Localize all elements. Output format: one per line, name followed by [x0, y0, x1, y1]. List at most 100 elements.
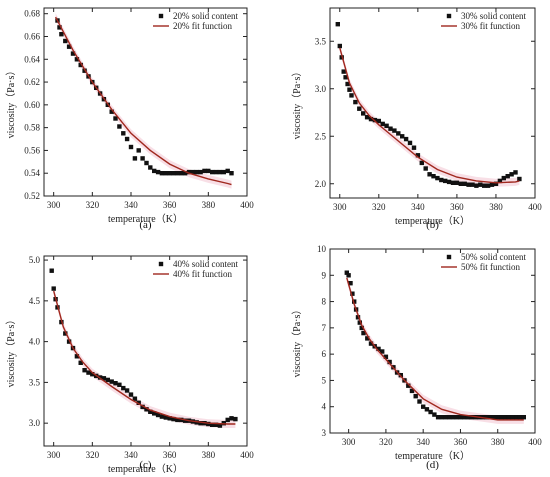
data-point [132, 156, 138, 161]
data-point [458, 181, 463, 186]
legend-square-swatch [446, 254, 452, 260]
plot-frame [329, 7, 536, 199]
data-point [213, 422, 219, 427]
data-point [506, 415, 512, 420]
data-point [465, 415, 471, 420]
data-point [136, 400, 141, 405]
data-point [152, 168, 157, 174]
data-point [117, 382, 122, 387]
y-tick-label: 0.68 [24, 9, 40, 19]
data-point [361, 330, 366, 336]
data-point [485, 183, 491, 188]
data-point [186, 169, 192, 175]
data-point [484, 415, 489, 420]
data-point [175, 417, 180, 423]
data-point [213, 169, 219, 175]
data-point [344, 270, 349, 275]
data-point [493, 181, 499, 186]
data-point [407, 140, 413, 146]
data-point [152, 411, 157, 416]
data-point [167, 171, 172, 176]
data-point [78, 360, 83, 365]
data-point [144, 407, 149, 412]
data-point [355, 315, 361, 320]
plot-frame [43, 7, 248, 197]
data-point [148, 165, 153, 170]
data-point [415, 153, 421, 158]
data-point [353, 99, 358, 105]
chart-panel-2: 300 320 340 360 380 400 2.0 2.5 3.0 3.5 temperatur… [291, 7, 542, 231]
data-point [419, 160, 424, 166]
x-axis-label: temperature（K） [395, 215, 470, 227]
data-point [435, 415, 441, 420]
data-point [101, 376, 107, 381]
panel-label: (c) [139, 459, 152, 471]
data-point [132, 396, 138, 401]
data-point [510, 415, 515, 420]
data-point [431, 174, 436, 179]
data-point [229, 416, 234, 421]
data-point [368, 341, 374, 346]
data-point [427, 172, 432, 177]
data-point [66, 339, 72, 344]
data-point [70, 51, 76, 56]
x-tick-label: 400 [528, 202, 542, 212]
y-tick-label: 6 [322, 349, 327, 359]
data-point [365, 336, 370, 341]
data-point [505, 174, 510, 179]
data-point [345, 81, 350, 87]
data-point [335, 22, 340, 27]
y-tick-label: 0.52 [24, 191, 40, 201]
fit-line [346, 277, 524, 421]
data-point [421, 404, 426, 409]
x-tick-label: 300 [342, 437, 356, 447]
data-point [171, 171, 176, 176]
chart-panel-1: 300 320 340 360 380 400 0.52 0.54 0.56 0.58 0.60 0.… [5, 7, 254, 231]
data-point [357, 320, 362, 325]
data-point [348, 281, 353, 286]
x-tick-label: 300 [47, 450, 61, 460]
y-tick-label: 2.5 [315, 131, 327, 141]
data-point [49, 268, 54, 273]
data-point [74, 57, 80, 62]
data-point [90, 372, 95, 377]
y-tick-label: 8 [322, 297, 327, 307]
data-point [482, 183, 487, 188]
legend-square-swatch [158, 261, 164, 267]
legend-square-swatch [446, 13, 452, 19]
data-point [117, 124, 122, 129]
data-point [489, 182, 495, 187]
data-point [343, 75, 348, 80]
data-point [443, 178, 448, 184]
data-point [179, 171, 184, 176]
data-point [179, 417, 184, 423]
y-tick-label: 0.58 [24, 123, 40, 133]
data-point [74, 354, 80, 359]
data-point [514, 415, 519, 420]
data-point [155, 412, 161, 418]
data-point [124, 136, 130, 142]
y-tick-label: 3.5 [29, 377, 41, 387]
data-point [400, 134, 405, 139]
y-tick-label: 4.5 [29, 296, 41, 306]
x-tick-label: 380 [202, 450, 216, 460]
y-tick-label: 0.54 [24, 168, 40, 178]
y-tick-label: 3 [322, 428, 327, 438]
y-axis-label: viscosity（Pa·s） [291, 305, 303, 378]
x-tick-label: 320 [86, 450, 100, 460]
data-point [210, 422, 215, 427]
y-tick-label: 5 [322, 375, 327, 385]
data-point [128, 392, 134, 397]
data-point [105, 377, 110, 383]
x-tick-label: 360 [163, 200, 177, 210]
data-point [517, 176, 522, 182]
x-tick-label: 360 [163, 450, 177, 460]
y-tick-label: 7 [322, 323, 327, 333]
data-point [229, 171, 234, 176]
data-point [466, 182, 471, 187]
data-point [136, 148, 141, 153]
legend-square-swatch [158, 13, 164, 19]
data-point [443, 415, 448, 420]
data-point [513, 170, 518, 175]
data-point [383, 354, 389, 359]
